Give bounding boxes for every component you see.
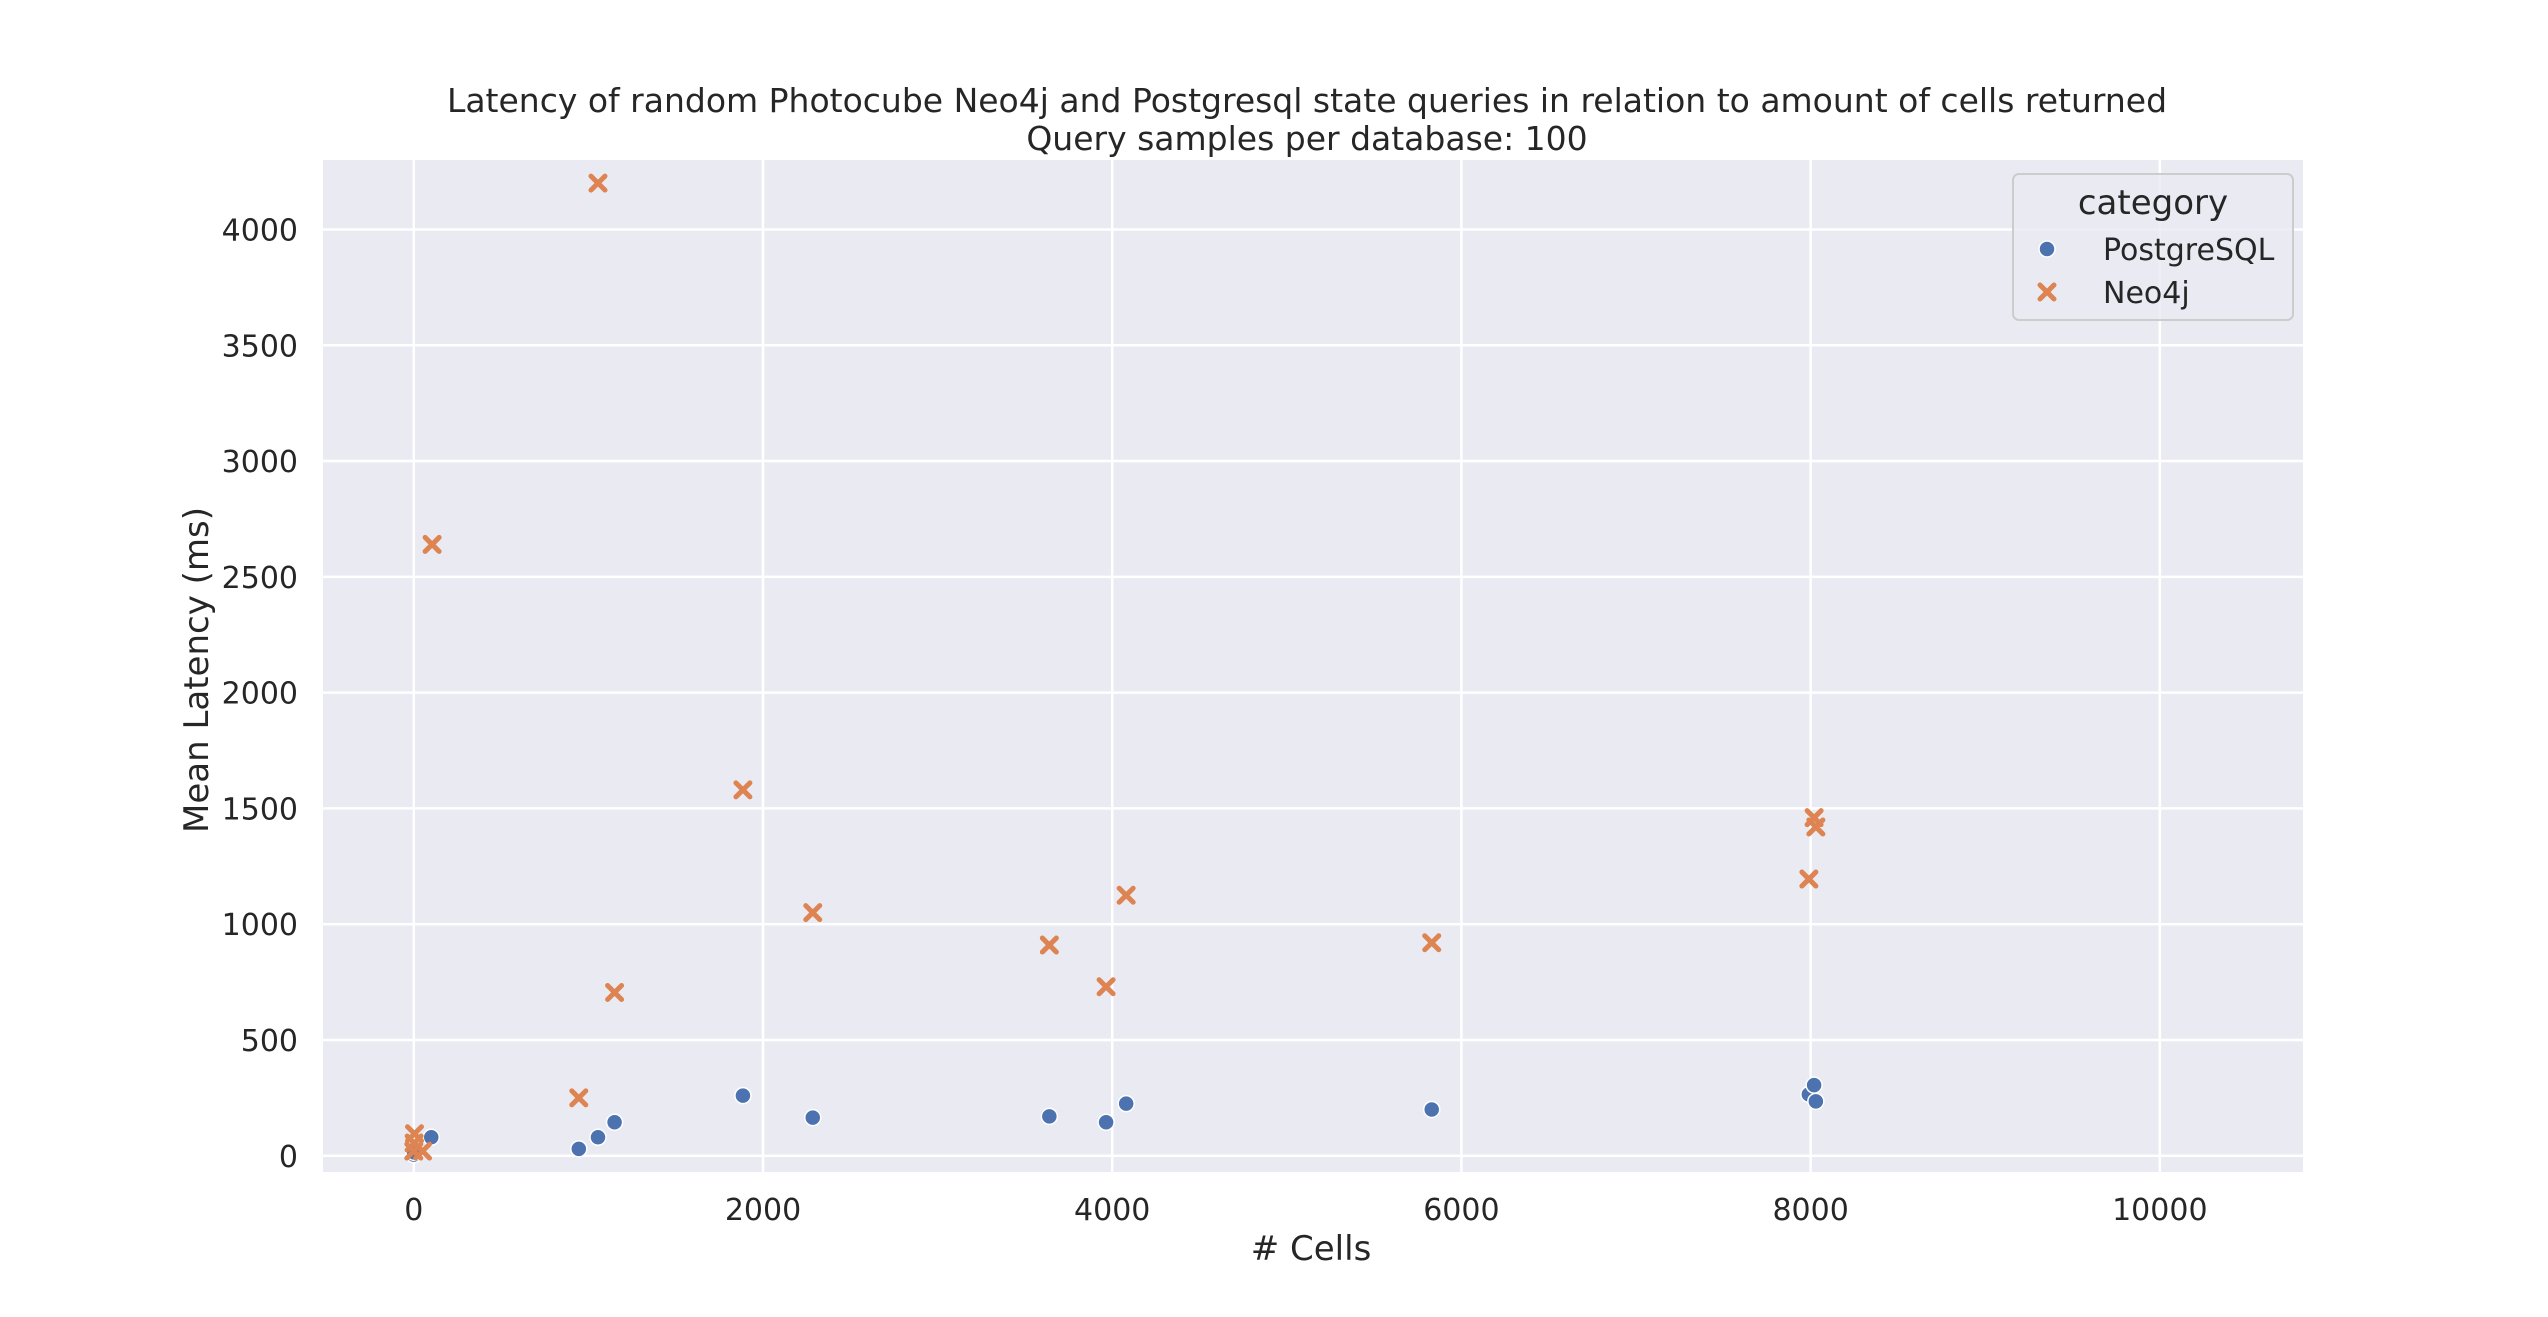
y-tick-label: 0	[279, 1140, 298, 1175]
chart-subtitle: Query samples per database: 100	[1026, 119, 1587, 158]
y-tick-label: 2000	[222, 677, 298, 712]
y-tick-label: 3000	[222, 445, 298, 480]
x-tick-label: 8000	[1772, 1193, 1848, 1228]
neo4j-point	[1806, 817, 1826, 837]
legend-label-neo4j: Neo4j	[2103, 276, 2190, 311]
neo4j-point	[569, 1088, 589, 1108]
legend-title: category	[2078, 183, 2228, 223]
tick-layer: 0 2000 4000 6000 8000 10000 0 500 1000 1500 2000 25…	[222, 213, 2208, 1228]
neo4j-point	[1096, 977, 1116, 997]
postgresql-point	[1097, 1113, 1115, 1131]
postgresql-point	[605, 1113, 624, 1131]
postgresql-point	[589, 1128, 607, 1147]
x-tick-label: 10000	[2112, 1193, 2207, 1228]
grid-layer	[323, 160, 2303, 1172]
postgresql-point	[1117, 1094, 1135, 1113]
neo4j-point	[1799, 869, 1819, 889]
x-tick-label: 4000	[1074, 1193, 1150, 1228]
postgresql-point	[1422, 1100, 1441, 1119]
neo4j-point	[733, 780, 753, 800]
x-axis-label: # Cells	[1251, 1229, 1372, 1269]
x-tick-label: 6000	[1423, 1193, 1499, 1228]
legend-items: PostgreSQL Neo4j	[2037, 233, 2275, 311]
legend-label-postgresql: PostgreSQL	[2103, 233, 2275, 268]
legend: category PostgreSQL Neo4j	[2012, 173, 2294, 321]
y-tick-label: 4000	[222, 213, 298, 248]
x-tick-label: 2000	[725, 1193, 801, 1228]
postgresql-point	[1805, 1076, 1823, 1094]
x-tick-label: 0	[404, 1193, 423, 1228]
postgresql-point	[734, 1086, 752, 1105]
y-tick-label: 1500	[222, 792, 298, 827]
chart-title: Latency of random Photocube Neo4j and Po…	[447, 81, 2167, 120]
legend-marker-postgresql	[2038, 240, 2056, 258]
neo4j-point	[588, 173, 608, 193]
y-tick-label: 2500	[222, 561, 298, 596]
y-tick-label: 3500	[222, 329, 298, 364]
y-tick-label: 1000	[222, 908, 298, 943]
y-axis-label: Mean Latency (ms)	[177, 507, 217, 833]
y-tick-label: 500	[241, 1024, 298, 1059]
postgresql-point	[1807, 1092, 1825, 1111]
legend-marker-neo4j	[2037, 282, 2057, 302]
neo4j-point	[404, 1124, 424, 1144]
neo4j-point	[1116, 885, 1136, 905]
legend-box	[2012, 173, 2294, 321]
neo4j-point	[1422, 933, 1442, 953]
plot-area	[323, 160, 2303, 1172]
postgresql-point	[570, 1140, 588, 1158]
points-layer	[404, 173, 1826, 1164]
neo4j-point	[1039, 935, 1059, 955]
postgresql-point	[1040, 1107, 1059, 1126]
neo4j-point	[803, 903, 823, 923]
neo4j-point	[413, 1141, 433, 1161]
neo4j-point	[422, 534, 442, 554]
postgresql-point	[804, 1108, 822, 1127]
neo4j-point	[605, 983, 625, 1003]
